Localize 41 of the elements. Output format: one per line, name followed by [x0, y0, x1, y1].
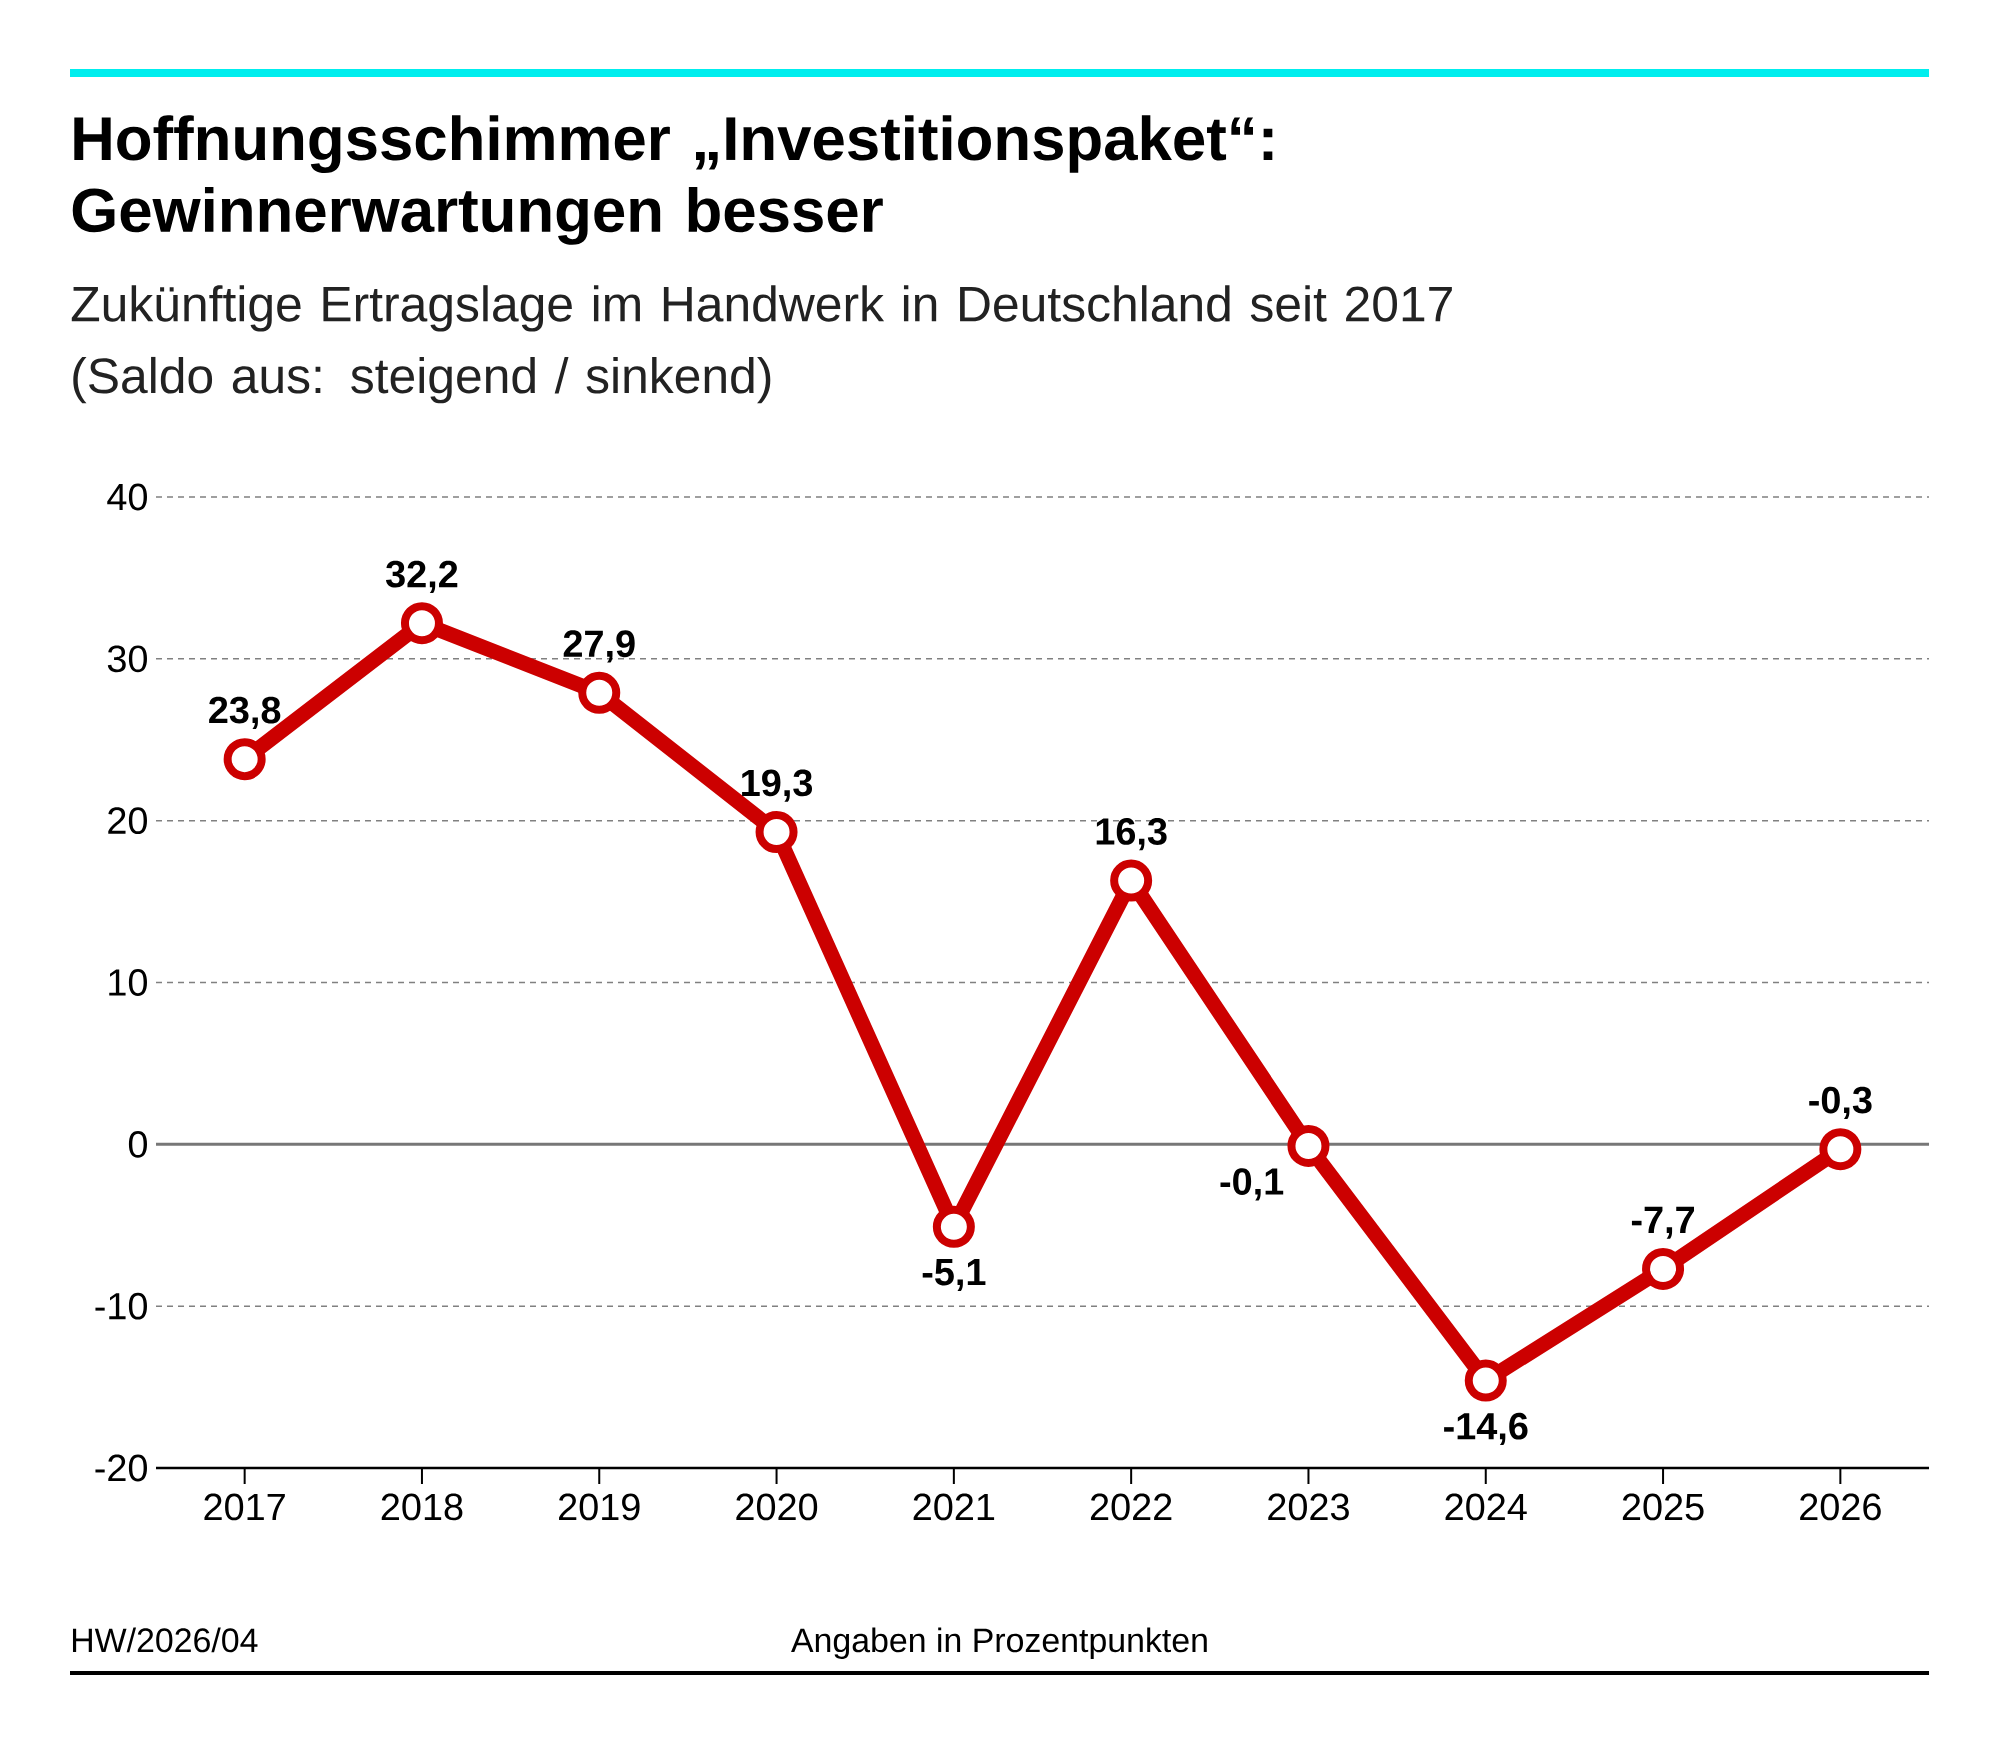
- x-tick-label: 2018: [381, 1493, 463, 1521]
- chart-subtitle: Zukünftige Ertragslage im Handwerk in Deutschland seit 2017 (Saldo aus: steigend / sinkend): [71, 285, 1452, 404]
- y-tick-label: -20: [95, 1454, 147, 1482]
- point: [1642, 1247, 1685, 1290]
- x-tick-label: 2025: [1622, 1493, 1704, 1521]
- data-label: -0,3: [1809, 1086, 1872, 1119]
- point: [755, 810, 798, 853]
- y-tick-label: 20: [108, 807, 147, 835]
- data-label: 32,2: [385, 560, 458, 594]
- x-tick-label: 2020: [736, 1493, 818, 1521]
- data-label: -7,7: [1631, 1206, 1695, 1239]
- x-tick-label: 2023: [1268, 1493, 1349, 1521]
- data-label: 19,3: [742, 769, 813, 802]
- x-tick-label: 2024: [1445, 1493, 1527, 1521]
- y-tick-label: 40: [107, 483, 147, 511]
- point: [1110, 859, 1153, 902]
- point: [400, 602, 443, 645]
- x-tick-label: 2021: [913, 1493, 995, 1521]
- data-label: 27,9: [563, 630, 635, 663]
- data-label: -14,6: [1444, 1412, 1528, 1446]
- point: [578, 671, 621, 714]
- point: [1819, 1128, 1862, 1171]
- text: HW/2026/04: [72, 1627, 258, 1653]
- data-label: 23,8: [209, 696, 281, 729]
- text: Angaben in Prozentpunkten: [791, 1627, 1207, 1660]
- x-tick-label: 2026: [1800, 1493, 1881, 1521]
- y-tick-label: 30: [107, 645, 147, 673]
- y-tick-label: -10: [95, 1292, 147, 1320]
- y-tick-label: 10: [109, 969, 147, 996]
- point: [1287, 1124, 1330, 1167]
- point: [1464, 1359, 1507, 1402]
- data-label: -0,1: [1220, 1168, 1284, 1201]
- x-tick-label: 2022: [1090, 1493, 1172, 1521]
- x-tick-label: 2017: [204, 1493, 285, 1521]
- chart-title: Hoffnungsschimmer „Investitionspaket“: Gewinnerwartungen besser: [72, 115, 1273, 245]
- y-tick-label: 0: [128, 1130, 147, 1158]
- data-label: 16,3: [1096, 818, 1167, 851]
- point: [223, 738, 266, 781]
- point: [932, 1205, 975, 1248]
- data-label: -5,1: [922, 1259, 986, 1291]
- x-tick-label: 2019: [559, 1493, 640, 1521]
